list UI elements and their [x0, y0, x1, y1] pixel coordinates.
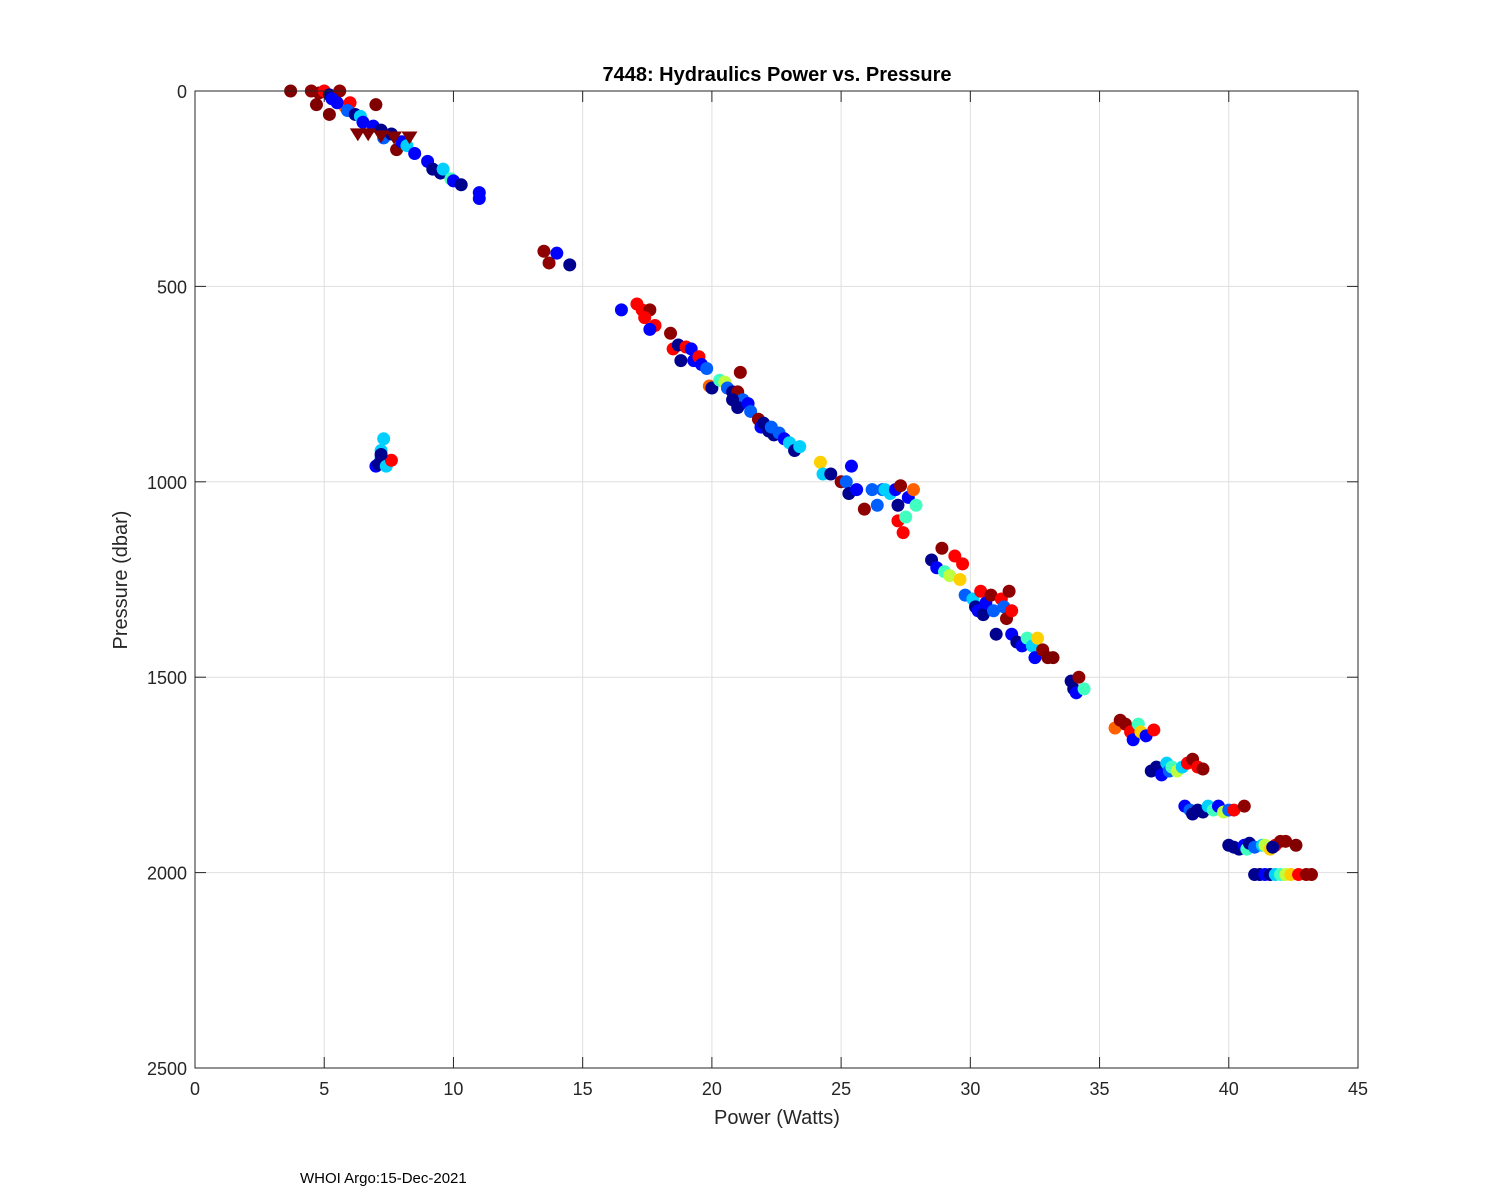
- data-point: [899, 510, 913, 524]
- data-point: [1072, 670, 1086, 684]
- data-point-triangle: [386, 131, 403, 145]
- data-point: [700, 361, 714, 375]
- data-point: [896, 526, 910, 540]
- data-point: [309, 98, 323, 112]
- data-point-triangle: [349, 128, 366, 142]
- x-tick-label: 10: [443, 1079, 463, 1099]
- data-point: [377, 432, 391, 446]
- data-point: [976, 608, 990, 622]
- x-tick-label: 45: [1348, 1079, 1368, 1099]
- data-point: [408, 147, 422, 161]
- data-point: [1196, 762, 1210, 776]
- data-point: [935, 541, 949, 555]
- data-point: [384, 453, 398, 467]
- data-point: [839, 475, 853, 489]
- data-point: [793, 440, 807, 454]
- data-point: [865, 483, 879, 497]
- data-point: [1046, 651, 1060, 665]
- data-point: [987, 604, 1001, 618]
- x-tick-label: 0: [190, 1079, 200, 1099]
- x-tick-label: 20: [702, 1079, 722, 1099]
- y-tick-label: 2000: [147, 864, 187, 884]
- data-point: [824, 467, 838, 481]
- y-tick-label: 0: [177, 82, 187, 102]
- data-point: [1279, 834, 1293, 848]
- data-point: [1289, 838, 1303, 852]
- y-axis-label: Pressure (dbar): [110, 511, 132, 650]
- y-tick-label: 2500: [147, 1059, 187, 1079]
- data-point: [909, 498, 923, 512]
- data-point: [1237, 799, 1251, 813]
- data-point: [844, 459, 858, 473]
- data-point-triangle: [373, 130, 390, 144]
- data-point: [674, 354, 688, 368]
- data-point: [989, 627, 1003, 641]
- data-point: [956, 557, 970, 571]
- data-point: [664, 326, 678, 340]
- x-tick-label: 30: [960, 1079, 980, 1099]
- data-point: [436, 162, 450, 176]
- data-point-triangle: [401, 131, 418, 145]
- data-point: [813, 455, 827, 469]
- y-tick-label: 1500: [147, 668, 187, 688]
- data-point: [731, 401, 745, 415]
- data-point: [330, 96, 344, 110]
- data-point: [906, 483, 920, 497]
- y-tick-label: 500: [157, 277, 187, 297]
- x-tick-label: 15: [573, 1079, 593, 1099]
- data-point: [638, 311, 652, 325]
- data-point: [542, 256, 556, 270]
- data-point: [550, 246, 564, 260]
- data-point: [1005, 604, 1019, 618]
- y-tick-label: 1000: [147, 473, 187, 493]
- data-point: [1227, 803, 1241, 817]
- data-point: [537, 244, 551, 258]
- plot-area: [195, 91, 1358, 1068]
- data-point: [1147, 723, 1161, 737]
- data-point: [850, 483, 864, 497]
- data-point-triangle: [360, 128, 377, 142]
- data-point: [974, 584, 988, 598]
- data-point: [614, 303, 628, 317]
- data-point: [356, 115, 370, 129]
- axis-ticks: 0 5 10 15 20 25 30 35 40 45 0 500 1000 1500 2000 2500: [147, 82, 1368, 1099]
- data-point: [857, 502, 871, 516]
- x-axis-label: Power (Watts): [714, 1107, 840, 1129]
- data-point: [984, 588, 998, 602]
- chart-title: 7448: Hydraulics Power vs. Pressure: [602, 64, 951, 86]
- data-point: [894, 479, 908, 493]
- data-point: [563, 258, 577, 272]
- data-point: [1077, 682, 1091, 696]
- data-point: [943, 569, 957, 583]
- footer-credit: WHOI Argo:15-Dec-2021: [300, 1170, 467, 1187]
- data-point: [1304, 868, 1318, 882]
- data-point: [891, 498, 905, 512]
- data-point: [374, 447, 388, 461]
- data-point: [369, 98, 383, 112]
- data-point: [1002, 584, 1016, 598]
- data-point: [322, 107, 336, 121]
- x-tick-label: 5: [319, 1079, 329, 1099]
- x-tick-label: 25: [831, 1079, 851, 1099]
- x-tick-label: 35: [1090, 1079, 1110, 1099]
- data-point: [953, 573, 967, 586]
- data-point: [454, 178, 468, 192]
- data-point: [870, 498, 884, 512]
- data-point: [1266, 840, 1280, 854]
- data-point: [1031, 631, 1045, 645]
- plot-frame: [194, 90, 1359, 1069]
- data-point: [733, 365, 747, 379]
- data-point: [643, 322, 657, 336]
- data-point: [472, 191, 486, 205]
- x-tick-label: 40: [1219, 1079, 1239, 1099]
- data-points: [284, 84, 1318, 882]
